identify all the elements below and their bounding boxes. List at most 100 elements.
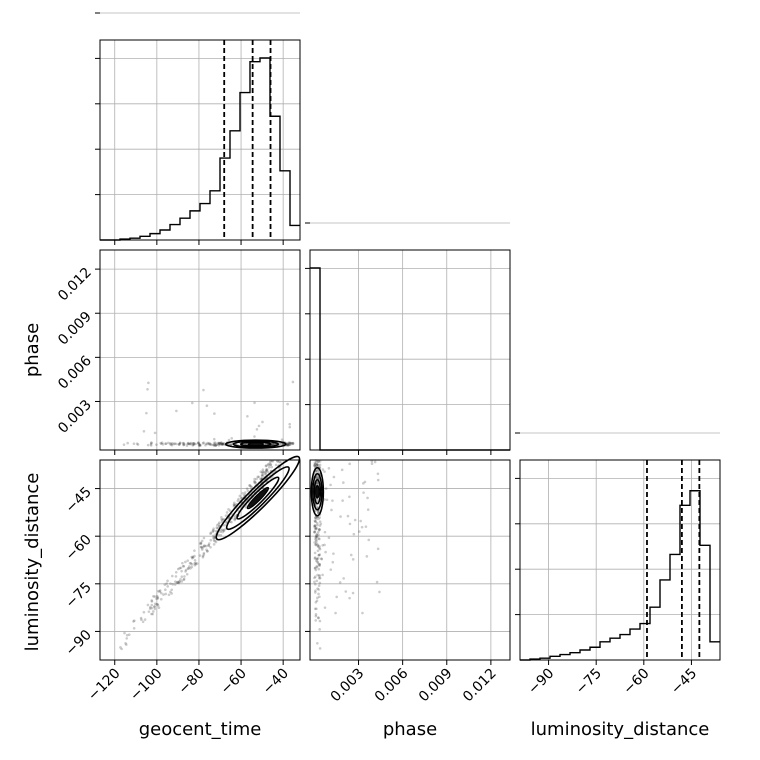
sample-point <box>178 580 181 583</box>
sample-point <box>265 464 268 467</box>
sample-point <box>189 442 193 446</box>
sample-point <box>156 597 160 600</box>
sample-point <box>264 472 267 475</box>
sample-point <box>315 535 319 539</box>
sample-point <box>167 593 171 597</box>
sample-point <box>314 613 318 616</box>
x-tick-label: −40 <box>260 666 292 698</box>
sample-point <box>318 546 321 550</box>
sample-point <box>209 442 212 446</box>
sample-point <box>314 460 318 464</box>
grid <box>310 222 510 450</box>
sample-point <box>177 581 181 585</box>
y-tick-label: 0.003 <box>55 397 95 437</box>
sample-point <box>318 628 321 631</box>
sample-point <box>202 553 206 556</box>
sample-point <box>315 517 318 521</box>
sample-point <box>288 422 292 426</box>
sample-point <box>207 542 211 545</box>
sample-point <box>139 616 143 620</box>
sample-point <box>316 573 319 577</box>
sample-point <box>316 557 320 560</box>
sample-point <box>164 592 168 596</box>
y-tick-label: −60 <box>63 532 95 564</box>
sample-point <box>132 627 136 630</box>
sample-point <box>318 595 321 599</box>
sample-point <box>266 470 270 474</box>
sample-point <box>153 605 156 609</box>
sample-point <box>159 441 162 445</box>
sample-point <box>150 599 154 602</box>
sample-point <box>276 459 279 463</box>
sample-point <box>202 544 206 548</box>
sample-point <box>214 540 218 544</box>
sample-point <box>329 483 332 487</box>
sample-point <box>318 524 322 527</box>
sample-point <box>190 563 194 566</box>
sample-point <box>315 557 319 561</box>
sample-point <box>164 442 168 445</box>
sample-point <box>178 442 181 446</box>
sample-point <box>192 443 196 446</box>
sample-point <box>261 471 264 475</box>
density-contour <box>313 478 322 505</box>
sample-point <box>204 442 208 446</box>
y-tick-label: 0.006 <box>55 353 95 393</box>
sample-point <box>164 442 167 446</box>
sample-point <box>324 550 327 554</box>
sample-point <box>206 442 209 446</box>
sample-point <box>320 557 323 560</box>
sample-point <box>313 527 317 531</box>
sample-point <box>213 441 216 445</box>
sample-point <box>132 442 136 446</box>
sample-point <box>199 545 203 549</box>
sample-point <box>323 530 327 534</box>
y-tick-label: 0.009 <box>55 309 95 349</box>
sample-point <box>314 534 318 538</box>
sample-point <box>182 443 186 447</box>
sample-point <box>171 574 174 578</box>
sample-point <box>207 544 211 548</box>
sample-point <box>313 519 317 523</box>
x-tick-label: 0.003 <box>328 666 368 706</box>
sample-point <box>199 541 203 545</box>
sample-point <box>230 520 233 524</box>
sample-point <box>316 523 319 527</box>
sample-point <box>319 522 323 526</box>
sample-point <box>264 469 268 473</box>
sample-point <box>217 441 221 445</box>
sample-point <box>187 566 190 570</box>
sample-point <box>193 563 197 567</box>
sample-point <box>260 476 264 480</box>
sample-point <box>288 441 292 445</box>
sample-point <box>233 518 237 522</box>
sample-point <box>313 462 317 466</box>
histogram-geocent-time <box>95 12 301 245</box>
sample-point <box>360 525 364 529</box>
sample-point <box>366 508 370 511</box>
sample-point <box>211 530 215 534</box>
sample-point <box>229 443 233 446</box>
density-contour <box>312 472 323 511</box>
sample-point <box>324 487 328 490</box>
sample-point <box>270 465 274 469</box>
grid <box>310 460 510 660</box>
sample-point <box>125 637 129 640</box>
sample-point <box>316 596 319 600</box>
sample-point <box>314 535 318 539</box>
x-tick-label: 0.006 <box>372 665 412 705</box>
sample-point <box>253 435 256 438</box>
sample-point <box>190 555 193 559</box>
sample-point <box>318 576 322 580</box>
sample-point <box>212 536 215 540</box>
sample-point <box>323 606 327 609</box>
sample-point <box>291 442 295 446</box>
sample-point <box>316 469 320 472</box>
sample-point <box>152 610 155 613</box>
sample-point <box>314 536 318 540</box>
sample-point <box>288 442 291 445</box>
sample-point <box>169 590 172 594</box>
panel-frame <box>99 39 301 241</box>
sample-point <box>212 437 216 441</box>
sample-point <box>200 546 204 550</box>
